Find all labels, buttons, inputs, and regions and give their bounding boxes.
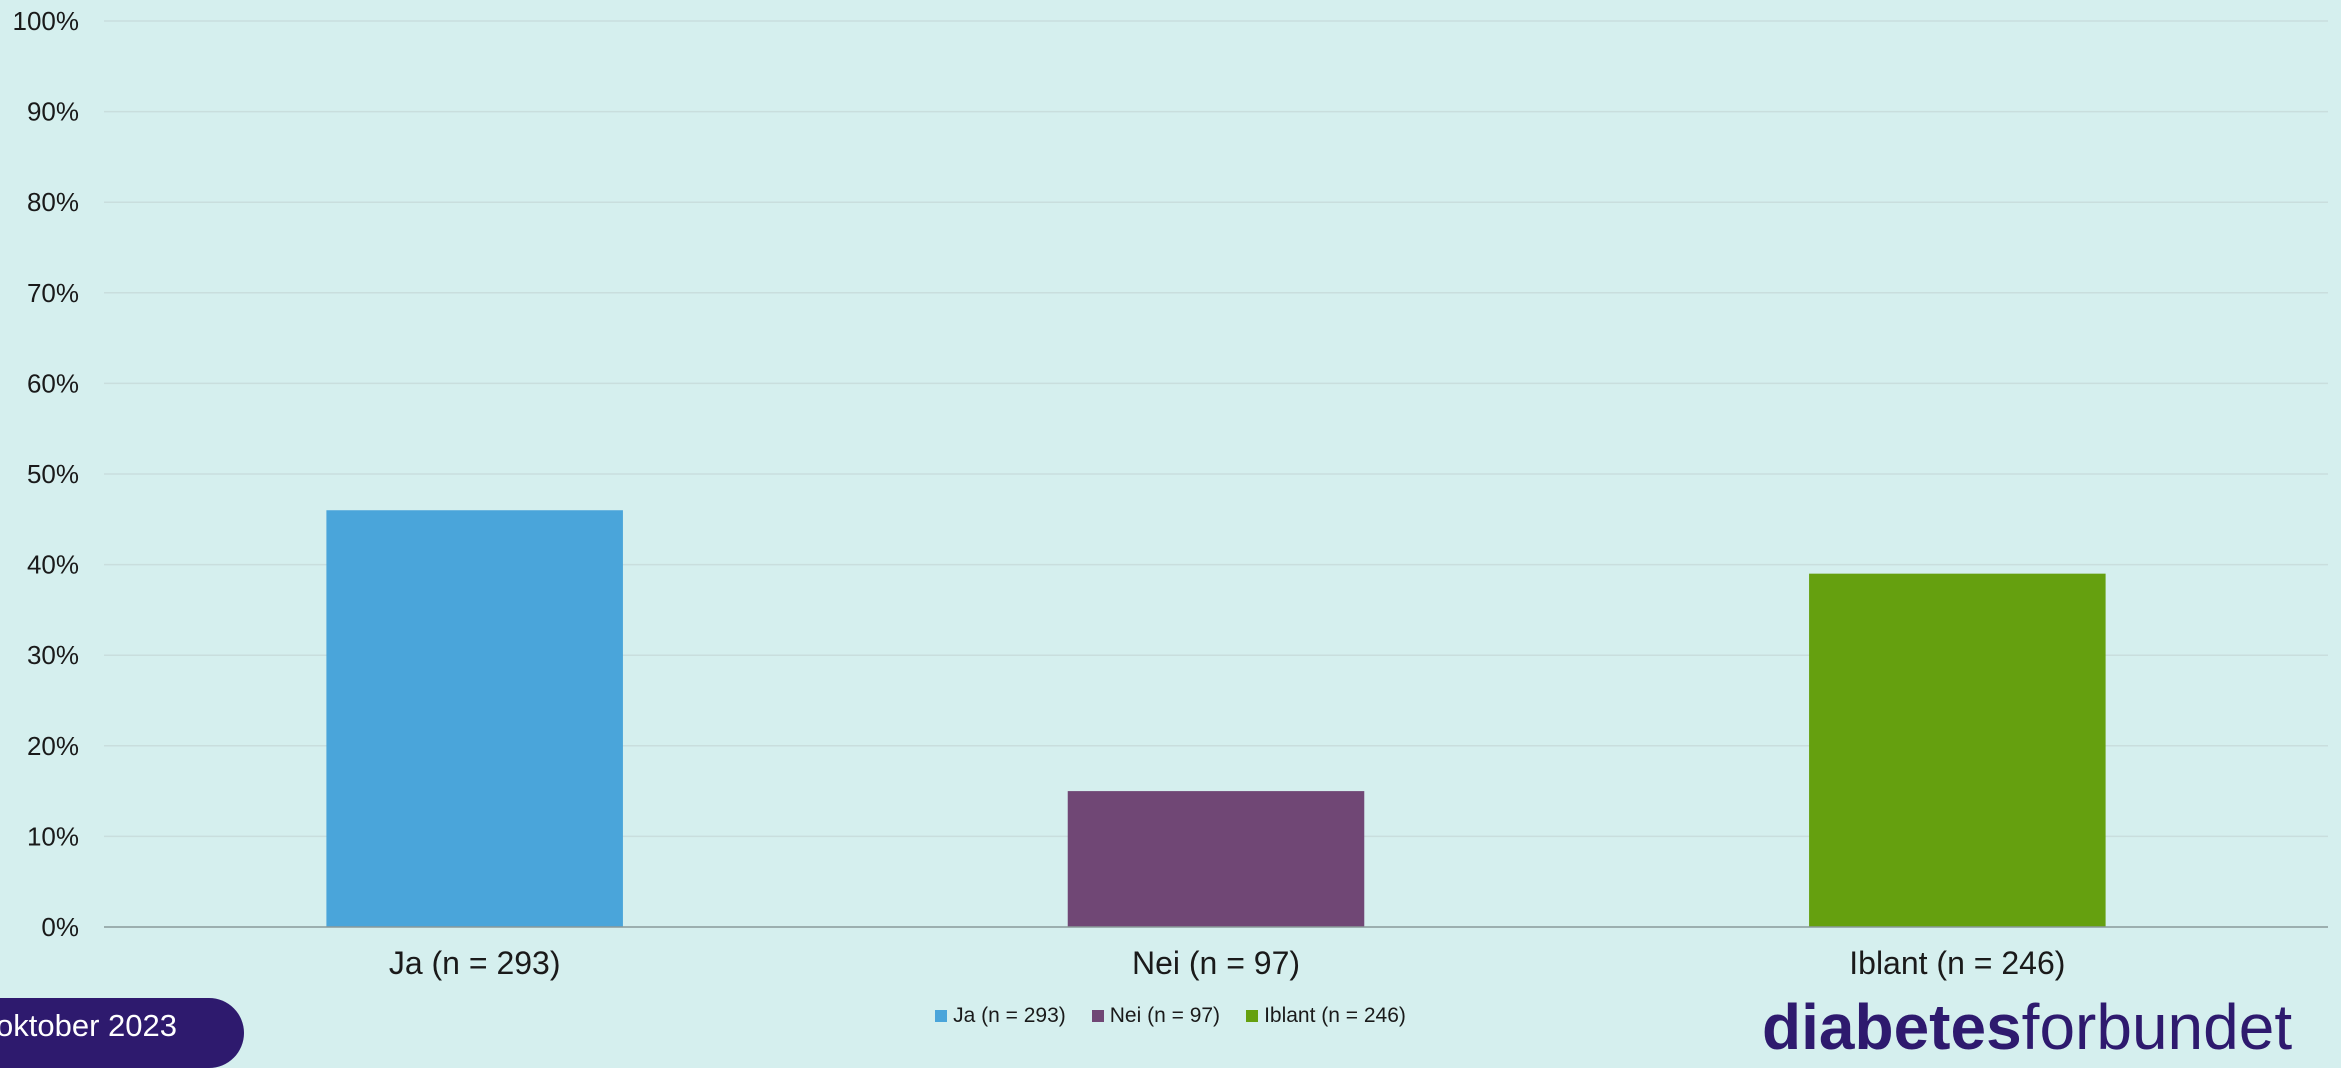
y-tick-label: 20% (27, 731, 79, 761)
y-tick-label: 60% (27, 368, 79, 398)
bar (326, 510, 623, 927)
y-tick-label: 40% (27, 550, 79, 580)
bar (1809, 573, 2106, 927)
date-badge: oktober 2023 (0, 998, 244, 1068)
legend-item-ja: Ja (n = 293) (935, 1004, 1066, 1028)
legend-item-nei: Nei (n = 97) (1091, 1004, 1221, 1028)
legend-swatch-ja (935, 1010, 948, 1022)
y-tick-label: 0% (41, 912, 79, 942)
y-tick-label: 90% (27, 97, 79, 127)
y-axis-ticks: 0% 10% 20% 30% 40% 50% 60% 70% 80% 90% 100% (13, 6, 80, 942)
y-tick-label: 30% (27, 640, 79, 670)
y-tick-label: 70% (27, 278, 79, 308)
bar (1067, 791, 1365, 927)
legend-swatch-nei (1091, 1010, 1104, 1022)
x-tick-label: Nei (n = 97) (1132, 945, 1300, 981)
diabetesforbundet-logo: diabetesforbundet (1762, 990, 2292, 1064)
bar-chart: 0% 10% 20% 30% 40% 50% 60% 70% 80% 90% 100% Ja (n … (13, 6, 2328, 981)
legend-label-nei: Nei (n = 97) (1109, 1004, 1221, 1027)
chart-legend: Ja (n = 293) Nei (n = 97) Iblant (n = 24… (0, 1004, 2341, 1028)
y-tick-label: 50% (27, 459, 79, 489)
legend-label-iblant: Iblant (n = 246) (1264, 1004, 1406, 1027)
x-tick-label: Iblant (n = 246) (1849, 945, 2065, 981)
legend-item-iblant: Iblant (n = 246) (1246, 1004, 1406, 1028)
logo-light-text: forbundet (2021, 991, 2293, 1063)
legend-label-ja: Ja (n = 293) (953, 1004, 1066, 1027)
x-tick-label: Ja (n = 293) (389, 945, 561, 981)
y-tick-label: 10% (27, 821, 79, 851)
x-axis-ticks: Ja (n = 293) Nei (n = 97) Iblant (n = 246) (389, 945, 2066, 981)
logo-bold-text: diabetes (1762, 991, 2022, 1063)
y-tick-label: 100% (13, 6, 80, 36)
y-tick-label: 80% (27, 187, 79, 217)
legend-swatch-iblant (1246, 1010, 1259, 1022)
bars (326, 510, 2106, 927)
